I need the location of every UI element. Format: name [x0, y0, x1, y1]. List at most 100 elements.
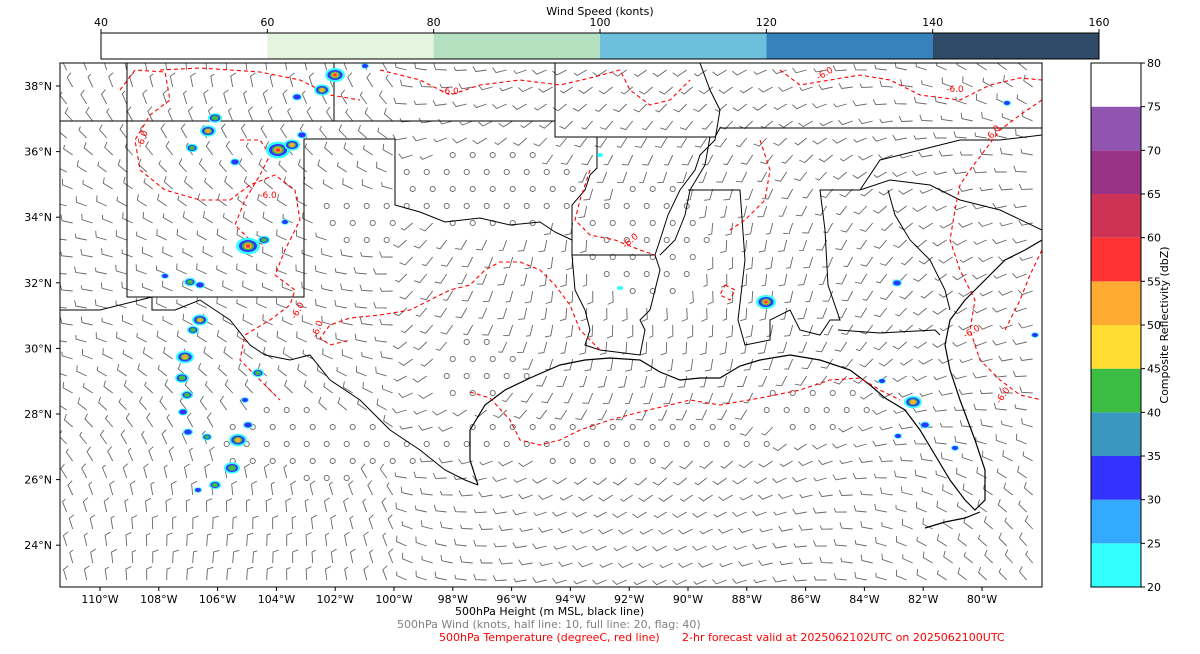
calm-wind-marker: [329, 423, 336, 431]
wind-barb: [856, 239, 868, 250]
wind-barb: [497, 273, 508, 286]
wind-barb: [60, 307, 67, 309]
wind-barb: [167, 107, 174, 122]
wind-barb: [778, 120, 793, 128]
wind-barb: [454, 574, 467, 581]
wind-barb: [659, 562, 673, 569]
florida-keys: [924, 511, 981, 529]
wind-barb: [833, 539, 847, 547]
wind-barb: [536, 409, 548, 420]
wind-barb: [157, 193, 167, 207]
calm-wind-marker: [489, 185, 496, 193]
calm-wind-marker: [703, 440, 710, 448]
wind-barb: [115, 300, 127, 309]
calm-wind-marker: [343, 474, 350, 482]
wind-barb: [660, 341, 668, 356]
wind-barb: [418, 117, 433, 124]
calm-wind-marker: [643, 440, 650, 448]
calm-wind-marker: [683, 440, 690, 448]
wind-barb: [853, 443, 867, 448]
wind-barb: [572, 511, 587, 518]
wind-barb: [412, 375, 427, 383]
wind-barb: [752, 510, 767, 517]
calm-wind-marker: [503, 440, 510, 448]
wind-barb: [246, 566, 254, 581]
wind-barb: [453, 66, 467, 71]
wind-barb: [802, 324, 814, 336]
wind-barb: [568, 290, 574, 304]
wind-barb: [149, 73, 154, 88]
wind-barb: [783, 222, 794, 235]
wind-barb: [758, 460, 773, 468]
wind-barb: [440, 554, 453, 564]
calm-wind-marker: [483, 202, 490, 210]
wind-barb: [992, 307, 1007, 313]
wind-barb: [162, 213, 173, 224]
wind-barb: [145, 141, 154, 156]
wind-barb: [375, 366, 387, 377]
wind-barb: [841, 290, 854, 302]
wind-barb: [596, 171, 608, 183]
wind-barb: [752, 543, 767, 550]
wind-barb: [120, 429, 128, 445]
wind-barb: [812, 443, 827, 450]
wind-barb: [618, 375, 628, 388]
wind-barb: [318, 396, 328, 411]
reflectivity-cell-core: [195, 488, 201, 492]
wind-barb: [979, 389, 993, 395]
wind-barb: [932, 307, 947, 315]
wind-barb: [621, 307, 628, 322]
wind-barb: [124, 498, 129, 513]
wind-barb: [262, 314, 273, 326]
wind-barb: [878, 455, 893, 462]
wind-barb: [743, 392, 754, 404]
wind-barb: [222, 246, 233, 258]
wind-barb: [772, 477, 787, 484]
calm-wind-marker: [483, 168, 490, 176]
calm-wind-marker: [783, 406, 790, 414]
wind-barb: [381, 182, 393, 190]
wind-barb: [758, 86, 773, 93]
wind-barb: [281, 281, 293, 292]
wind-barb: [433, 504, 447, 513]
wind-barb: [773, 103, 787, 111]
wind-barb: [60, 372, 67, 377]
calm-wind-marker: [343, 236, 350, 244]
temperature-contour: [1004, 249, 1042, 331]
wind-barb: [996, 468, 1007, 479]
calm-wind-marker: [383, 440, 390, 448]
wind-barb: [745, 256, 754, 271]
wind-barb: [125, 531, 132, 547]
wind-barb: [560, 341, 568, 354]
wind-barb: [533, 137, 548, 147]
wind-barb: [178, 158, 188, 173]
temperature-contour: [159, 67, 361, 101]
wind-barb: [717, 375, 728, 388]
wind-barb: [853, 63, 867, 71]
calm-wind-marker: [489, 389, 496, 397]
wind-barb: [918, 358, 933, 365]
wind-barb: [572, 545, 587, 551]
wind-barb: [165, 498, 172, 513]
wind-barb: [143, 463, 149, 479]
wind-barb: [752, 103, 767, 111]
wind-barb: [216, 297, 227, 309]
wind-barb: [723, 188, 734, 201]
wind-barb: [792, 67, 807, 74]
wind-barb: [538, 86, 553, 93]
wind-barb: [818, 273, 828, 285]
wind-barb: [779, 460, 793, 467]
calm-wind-marker: [843, 406, 850, 414]
wind-barb: [819, 556, 833, 564]
wind-barb: [758, 560, 773, 566]
wind-barb: [286, 567, 291, 580]
louisiana-border: [571, 254, 661, 356]
wind-barb: [60, 273, 67, 275]
wind-barb: [141, 430, 148, 445]
wind-barb: [798, 120, 813, 128]
wind-barb: [116, 363, 127, 377]
reflectivity-cell-core: [205, 129, 211, 133]
wind-barb: [640, 341, 648, 356]
wind-barb: [168, 446, 175, 462]
wind-barb: [657, 171, 668, 184]
